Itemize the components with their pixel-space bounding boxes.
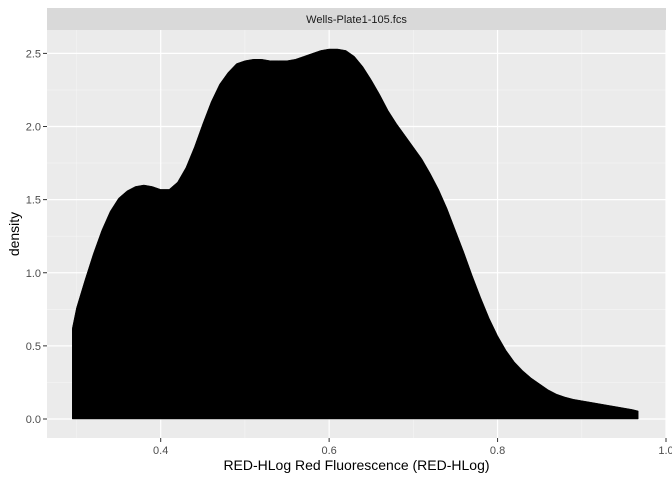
y-axis-ticks: 0.0 0.5 1.0 1.5 2.0 2.5	[26, 48, 47, 426]
y-axis-title: density	[6, 212, 22, 256]
x-axis-title: RED-HLog Red Fluorescence (RED-HLog)	[223, 457, 489, 473]
y-tick-label: 1.0	[26, 268, 41, 280]
x-tick-label: 1.0	[658, 445, 672, 457]
y-tick-label: 0.0	[26, 414, 41, 426]
y-tick-label: 0.5	[26, 341, 41, 353]
y-tick-label: 1.5	[26, 195, 41, 207]
x-tick-label: 0.8	[490, 445, 505, 457]
strip-background	[47, 8, 666, 30]
x-tick-label: 0.4	[153, 445, 168, 457]
facet-label: Wells-Plate1-105.fcs	[306, 14, 407, 26]
density-area	[72, 48, 639, 420]
y-tick-label: 2.0	[26, 122, 41, 134]
x-axis-ticks: 0.4 0.6 0.8 1.0	[153, 438, 672, 457]
y-tick-label: 2.5	[26, 48, 41, 60]
x-tick-label: 0.6	[321, 445, 336, 457]
